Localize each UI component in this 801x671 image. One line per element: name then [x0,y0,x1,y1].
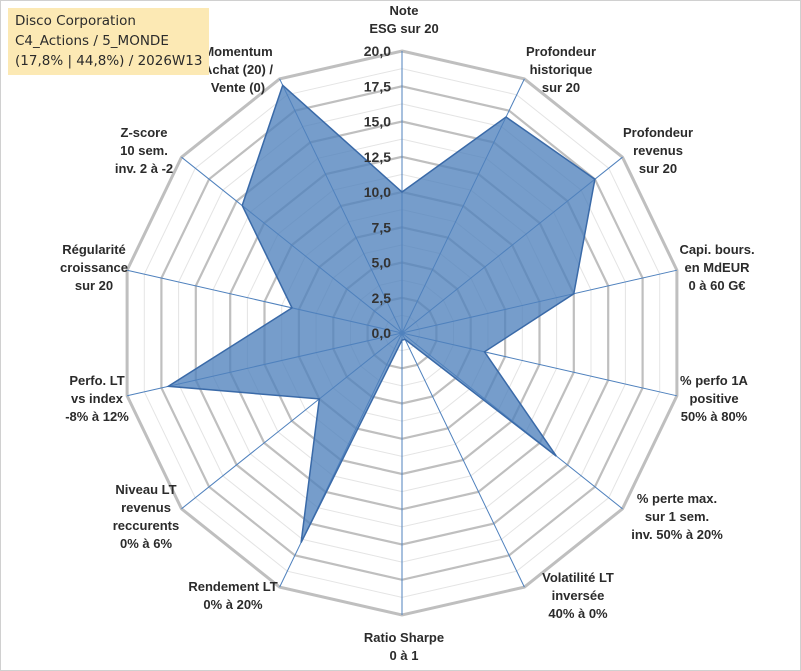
axis-label-line: 10 sem. [120,143,168,158]
axis-label-line: inversée [552,588,605,603]
axis-label-line: revenus [121,500,171,515]
axis-label-line: -8% à 12% [65,409,129,424]
axis-label: Momentum Achat (20) / Vente (0) [203,44,273,95]
axis-labels: Note ESG sur 20 Profondeur historique sur 20… [60,3,755,663]
axis-label-line: Ratio Sharpe [364,630,444,645]
radial-tick-label: 17,5 [364,78,391,94]
axis-label-line: sur 20 [639,161,677,176]
radial-tick-label: 12,5 [364,149,391,165]
axis-label-line: Niveau LT [115,482,176,497]
axis-label-line: 40% à 0% [548,606,608,621]
axis-label: Profondeur historique sur 20 [526,44,596,95]
axis-spoke [401,332,525,588]
radial-tick-label: 20,0 [364,43,391,59]
chart-title: Disco Corporation C4_Actions / 5_MONDE (… [8,8,210,75]
axis-label-line: positive [689,391,738,406]
radial-tick-label: 0,0 [372,325,392,341]
axis-label-line: sur 20 [75,278,113,293]
axis-label-line: revenus [633,143,683,158]
axis-label: Perfo. LT vs index -8% à 12% [65,373,129,424]
series-area [166,83,596,543]
axis-label-line: % perfo 1A [680,373,749,388]
axis-label: % perfo 1A positive 50% à 80% [680,373,749,424]
axis-label-line: Volatilité LT [542,570,614,585]
axis-label-line: 0 à 60 G€ [688,278,745,293]
axis-label-line: Z-score [121,125,168,140]
axis-label-line: Achat (20) / [203,62,273,77]
axis-label-line: Note [390,3,419,18]
axis-label: Régularité croissance sur 20 [60,242,128,293]
axis-label-line: 50% à 80% [681,409,748,424]
axis-label-line: % perte max. [637,491,717,506]
axis-label-line: 0 à 1 [390,648,419,663]
title-line-category: C4_Actions / 5_MONDE [15,33,169,49]
axis-label-line: 0% à 6% [120,536,172,551]
radar-series [166,83,596,543]
axis-label-line: sur 20 [542,80,580,95]
axis-label-line: Profondeur [526,44,596,59]
axis-label: Note ESG sur 20 [369,3,438,36]
axis-label: Profondeur revenus sur 20 [623,125,693,176]
axis-label-line: sur 1 sem. [645,509,709,524]
radial-tick-label: 5,0 [372,255,392,271]
radial-tick-label: 2,5 [372,290,392,306]
title-line-stats: (17,8% | 44,8%) / 2026W13 [15,53,203,69]
axis-label: Volatilité LT inversée 40% à 0% [542,570,614,621]
axis-label-line: Vente (0) [211,80,265,95]
axis-label-line: inv. 50% à 20% [631,527,723,542]
axis-label-line: Perfo. LT [69,373,124,388]
axis-label-line: inv. 2 à -2 [115,161,173,176]
axis-label: Z-score 10 sem. inv. 2 à -2 [115,125,173,176]
axis-label: Rendement LT 0% à 20% [188,579,277,612]
axis-label-line: vs index [71,391,124,406]
axis-label-line: reccurents [113,518,179,533]
axis-label: Niveau LT revenus reccurents 0% à 6% [113,482,179,551]
radial-tick-label: 10,0 [364,184,391,200]
axis-label: % perte max. sur 1 sem. inv. 50% à 20% [631,491,723,542]
axis-label-line: en MdEUR [685,260,751,275]
axis-label: Capi. bours. en MdEUR 0 à 60 G€ [679,242,754,293]
axis-label: Ratio Sharpe 0 à 1 [364,630,444,663]
axis-label-line: croissance [60,260,128,275]
axis-label-line: 0% à 20% [203,597,263,612]
axis-label-line: historique [530,62,593,77]
axis-label-line: Profondeur [623,125,693,140]
title-line-company: Disco Corporation [15,13,136,29]
axis-label-line: Rendement LT [188,579,277,594]
axis-label-line: ESG sur 20 [369,21,438,36]
radial-tick-label: 7,5 [372,219,392,235]
radial-tick-label: 15,0 [364,114,391,130]
axis-label-line: Capi. bours. [679,242,754,257]
axis-label-line: Momentum [203,44,272,59]
radial-tick-labels: 0,0 2,5 5,0 7,5 10,0 12,5 15,0 17,5 20,0 [364,43,391,341]
axis-label-line: Régularité [62,242,126,257]
